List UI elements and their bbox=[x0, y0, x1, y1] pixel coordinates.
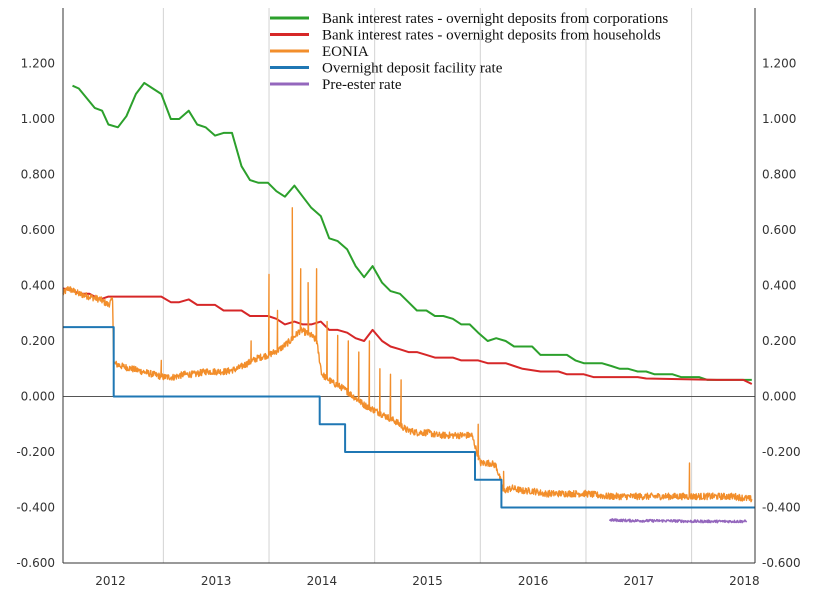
x-tick-2018: 2018 bbox=[729, 574, 760, 588]
y-tick-left-6: 0.000 bbox=[21, 390, 55, 404]
legend-label-4: Pre-ester rate bbox=[322, 77, 402, 93]
y-tick-right-7: -0.200 bbox=[762, 445, 801, 459]
series-pre-ester-rate bbox=[608, 518, 748, 524]
y-tick-right-3: 0.600 bbox=[762, 223, 796, 237]
series-layer bbox=[62, 81, 755, 524]
y-tick-right-5: 0.200 bbox=[762, 334, 796, 348]
x-tick-2015: 2015 bbox=[412, 574, 443, 588]
y-tick-left-7: -0.200 bbox=[16, 445, 55, 459]
y-tick-left-5: 0.200 bbox=[21, 334, 55, 348]
y-tick-right-0: 1.200 bbox=[762, 57, 796, 71]
legend-label-2: EONIA bbox=[322, 44, 369, 60]
series-bank-interest-rates-overnight-deposits-from-corporations bbox=[72, 81, 752, 381]
legend: Bank interest rates - overnight deposits… bbox=[270, 11, 668, 93]
y-tick-left-3: 0.600 bbox=[21, 223, 55, 237]
y-tick-right-2: 0.800 bbox=[762, 168, 796, 182]
x-tick-2014: 2014 bbox=[307, 574, 338, 588]
series-bank-interest-rates-overnight-deposits-from-households bbox=[62, 287, 753, 385]
y-tick-left-0: 1.200 bbox=[21, 57, 55, 71]
y-tick-left-1: 1.000 bbox=[21, 112, 55, 126]
series-eonia bbox=[62, 207, 753, 503]
series-overnight-deposit-facility-rate bbox=[63, 326, 755, 509]
legend-label-1: Bank interest rates - overnight deposits… bbox=[322, 28, 661, 44]
y-tick-right-1: 1.000 bbox=[762, 112, 796, 126]
y-tick-right-9: -0.600 bbox=[762, 556, 801, 570]
axes: 1.200 1.200 1.000 1.000 0.800 0.800 0.600 0.600… bbox=[16, 8, 801, 588]
x-tick-2012: 2012 bbox=[95, 574, 126, 588]
y-tick-right-4: 0.400 bbox=[762, 279, 796, 293]
x-tick-2017: 2017 bbox=[624, 574, 655, 588]
y-tick-left-8: -0.400 bbox=[16, 501, 55, 515]
x-tick-2013: 2013 bbox=[201, 574, 232, 588]
gridlines bbox=[63, 8, 755, 563]
legend-label-3: Overnight deposit facility rate bbox=[322, 61, 503, 77]
legend-label-0: Bank interest rates - overnight deposits… bbox=[322, 11, 668, 27]
y-tick-left-4: 0.400 bbox=[21, 279, 55, 293]
y-tick-left-2: 0.800 bbox=[21, 168, 55, 182]
y-tick-right-6: 0.000 bbox=[762, 390, 796, 404]
y-tick-left-9: -0.600 bbox=[16, 556, 55, 570]
x-tick-2016: 2016 bbox=[518, 574, 549, 588]
y-tick-right-8: -0.400 bbox=[762, 501, 801, 515]
